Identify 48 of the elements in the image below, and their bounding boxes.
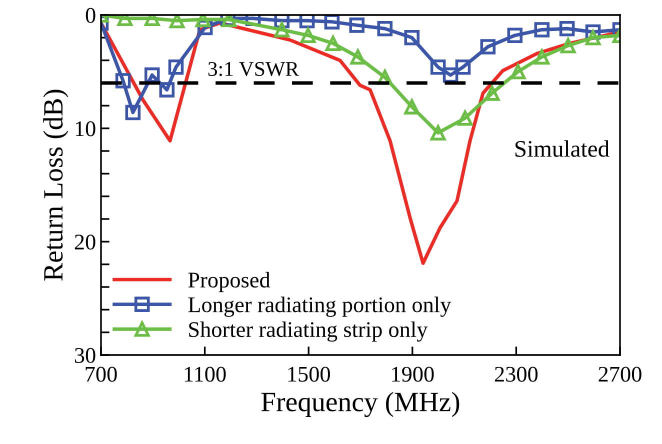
y-axis-title: Return Loss (dB): [43, 90, 68, 281]
point: [350, 49, 366, 65]
point: [274, 22, 290, 38]
point: [324, 15, 340, 30]
point: [195, 15, 211, 28]
point: [169, 15, 185, 28]
y-tick-label: 20: [74, 234, 96, 250]
annotation: Simulated: [515, 140, 610, 157]
x-tick-label: 1900: [392, 366, 434, 382]
x-tick-label: 1100: [184, 366, 226, 382]
point: [585, 30, 601, 46]
point: [430, 59, 446, 75]
x-tick-label: 2300: [494, 366, 538, 382]
point: [404, 30, 420, 46]
legend-label: Longer radiating portion only: [188, 296, 452, 317]
point: [430, 125, 446, 141]
annotation: 3:1 VSWR: [208, 62, 300, 76]
y-tick-label: 10: [76, 121, 96, 136]
point: [404, 99, 420, 114]
point: [534, 22, 550, 38]
x-tick-label: 1500: [288, 366, 330, 382]
point: [510, 64, 526, 80]
point: [377, 20, 393, 36]
point: [484, 86, 500, 101]
point: [507, 28, 523, 44]
legend-label: Proposed: [188, 272, 270, 292]
point: [534, 49, 550, 65]
point: [144, 67, 160, 83]
point: [480, 39, 496, 54]
point: [349, 18, 365, 33]
x-tick-label: 2700: [598, 366, 642, 382]
y-tick-label: 0: [86, 8, 96, 23]
point: [159, 82, 175, 98]
point: [560, 38, 576, 54]
legend-label: Shorter radiating strip only: [189, 321, 428, 342]
y-tick-label: 30: [74, 348, 96, 363]
point: [442, 67, 458, 83]
x-tick-label: 700: [86, 366, 117, 382]
point: [168, 59, 184, 75]
point: [115, 73, 131, 88]
x-axis-title: Frequency (MHz): [261, 392, 460, 418]
point: [455, 59, 471, 75]
point: [300, 28, 316, 44]
point: [299, 15, 315, 28]
point: [325, 36, 341, 51]
point: [125, 104, 141, 120]
point: [559, 20, 575, 36]
point: [457, 110, 473, 126]
